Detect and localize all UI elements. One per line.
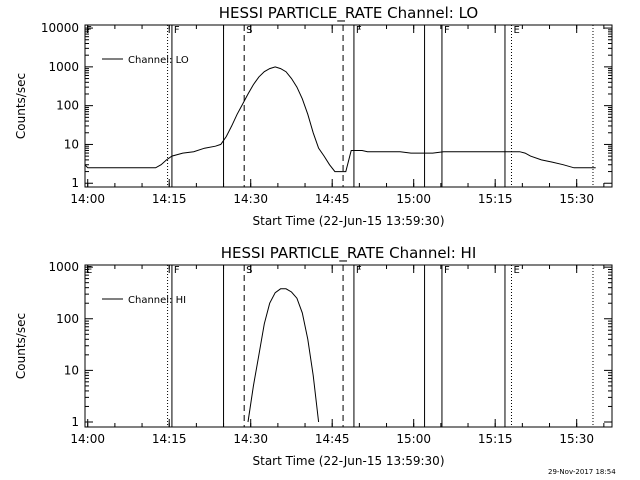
- y-tick-label: 100: [56, 312, 79, 326]
- y-tick-label: 10000: [41, 21, 79, 35]
- x-tick-label: 14:00: [70, 432, 105, 446]
- x-tick-label: 14:45: [315, 432, 350, 446]
- event-marker-label: E: [513, 265, 519, 276]
- chart-panel-1: HESSI PARTICLE_RATE Channel: LO Counts/se…: [14, 4, 613, 228]
- plot-frame: [84, 264, 613, 428]
- y-tick-label: 1000: [48, 260, 79, 274]
- legend-label: Channel: LO: [128, 55, 189, 66]
- x-tick-label: 15:00: [396, 432, 431, 446]
- chart-title: HESSI PARTICLE_RATE Channel: HI: [221, 244, 477, 263]
- y-tick-label: 10: [64, 363, 79, 377]
- x-tick-label: 15:30: [559, 432, 594, 446]
- series-line-1: [247, 288, 320, 423]
- x-tick-label: 15:15: [478, 432, 513, 446]
- x-tick-label: 14:30: [233, 432, 268, 446]
- x-tick-label: 14:15: [152, 192, 187, 206]
- x-tick-label: 15:15: [478, 192, 513, 206]
- y-axis-label: Counts/sec: [14, 313, 28, 379]
- corner-marker-label: E: [86, 265, 92, 276]
- event-marker-label: F: [356, 25, 362, 36]
- x-tick-label: 14:15: [152, 432, 187, 446]
- legend-label: Channel: HI: [128, 295, 186, 306]
- x-tick-label: 15:30: [559, 192, 594, 206]
- y-tick-label: 1: [71, 176, 79, 190]
- y-tick-label: 1000: [48, 60, 79, 74]
- y-tick-label: 10: [64, 137, 79, 151]
- x-axis-label: Start Time (22-Jun-15 13:59:30): [253, 214, 445, 228]
- event-marker-label: F: [174, 25, 180, 36]
- event-marker-label: E: [513, 25, 519, 36]
- corner-marker-label: F: [86, 25, 92, 36]
- x-tick-label: 14:00: [70, 192, 105, 206]
- series-line-1: [85, 66, 596, 173]
- y-axis-label: Counts/sec: [14, 73, 28, 139]
- chart-panel-2: HESSI PARTICLE_RATE Channel: HI Counts/se…: [14, 244, 613, 468]
- event-marker-label: F: [444, 25, 450, 36]
- y-tick-label: 1: [71, 415, 79, 429]
- event-marker-label: S: [246, 265, 252, 276]
- x-axis-label: Start Time (22-Jun-15 13:59:30): [253, 454, 445, 468]
- chart-title: HESSI PARTICLE_RATE Channel: LO: [219, 4, 478, 23]
- x-tick-label: 15:00: [396, 192, 431, 206]
- event-marker-label: F: [174, 265, 180, 276]
- event-marker-label: F: [356, 265, 362, 276]
- event-marker-label: F: [444, 265, 450, 276]
- footer-timestamp: 29-Nov-2017 18:54: [548, 468, 616, 476]
- x-tick-label: 14:30: [233, 192, 268, 206]
- x-tick-label: 14:45: [315, 192, 350, 206]
- y-tick-label: 100: [56, 99, 79, 113]
- event-marker-label: S: [246, 25, 252, 36]
